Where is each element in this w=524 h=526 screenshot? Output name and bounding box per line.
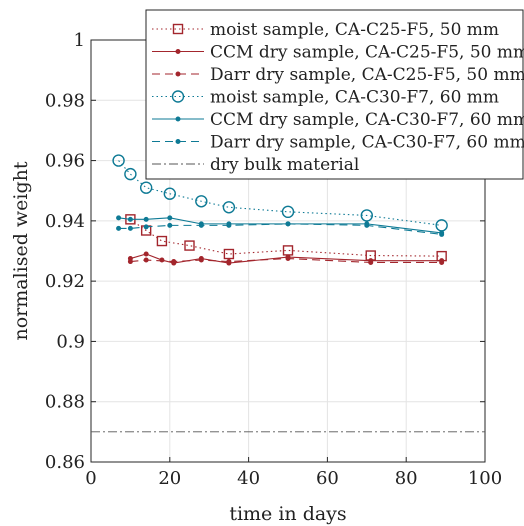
y-tick-label-4: 0.94 [45,211,85,232]
series-5-point-5 [226,222,232,228]
x-axis-label: time in days [229,503,346,525]
series-5 [116,221,445,237]
series-4-point-2 [143,216,149,222]
x-tick-label-4: 80 [395,468,418,489]
series-5-point-4 [198,222,204,228]
series-3-point-6 [281,205,295,219]
series-0-point-3 [184,240,195,251]
series-line-0 [130,218,442,257]
series-3-point-7 [360,209,373,222]
x-tick-label-2: 40 [237,468,260,489]
legend-entry-2: Darr dry sample, CA-C25-F5, 50 mm [152,65,524,85]
series-3-point-4 [195,195,208,208]
y-tick-label-2: 0.9 [56,331,85,352]
series-5-point-1 [127,225,133,231]
series-4-point-0 [116,215,122,221]
x-tick-label-0: 0 [85,468,96,489]
series-3-point-2 [139,181,153,194]
legend-marker-4 [175,116,181,122]
series-5-point-6 [285,221,291,227]
series-0-point-2 [156,235,168,247]
series-4-point-1 [127,216,133,222]
series-2-point-2 [171,259,177,265]
legend-marker-0 [172,23,184,35]
legend-entry-3: moist sample, CA-C30-F7, 60 mm [152,88,499,108]
legend-label-3: moist sample, CA-C30-F7, 60 mm [210,88,499,108]
legend-marker-2 [175,71,181,77]
series-5-point-3 [167,222,173,228]
series-2-point-3 [198,257,204,263]
series-5-point-8 [439,231,445,237]
legend-label-6: dry bulk material [210,155,359,175]
series-line-3 [118,160,442,226]
series-3-point-5 [222,201,236,214]
legend: moist sample, CA-C25-F5, 50 mm CCM dry sa… [145,9,524,180]
legend-entry-0: moist sample, CA-C25-F5, 50 mm [152,20,499,40]
series-2-point-1 [143,257,149,263]
series-3-point-0 [112,154,125,167]
series-2-point-7 [439,259,445,265]
legend-label-5: Darr dry sample, CA-C30-F7, 60 mm [210,133,524,153]
x-tick-label-1: 20 [158,468,181,489]
legend-entry-1: CCM dry sample, CA-C25-F5, 50 mm [152,43,524,63]
series-2-point-5 [285,256,291,262]
series-0-point-4 [223,248,235,260]
legend-marker-3 [171,90,185,103]
series-2-point-0 [127,259,133,265]
y-tick-label-7: 1 [74,30,85,51]
y-tick-label-5: 0.96 [45,151,85,172]
legend-label-1: CCM dry sample, CA-C25-F5, 50 mm [210,43,524,63]
series-1-point-1 [143,251,149,257]
series-line-2 [130,257,442,264]
series-2-point-4 [226,259,232,265]
legend-label-4: CCM dry sample, CA-C30-F7, 60 mm [210,110,524,130]
series-4-point-3 [167,215,173,221]
y-axis-label: normalised weight [10,161,32,340]
series-layer [91,154,485,433]
y-tick-label-0: 0.86 [45,452,85,473]
legend-marker-5 [175,139,181,144]
y-tick-label-1: 0.88 [45,392,85,413]
axes: 0 20 40 60 80 100 0.86 0.88 0.9 0.92 0.94 0.96 0.98 1 [45,30,502,489]
legend-entry-5: Darr dry sample, CA-C30-F7, 60 mm [152,133,524,153]
legend-entry-6: dry bulk material [152,155,359,175]
series-3-point-3 [163,187,177,200]
legend-label-0: moist sample, CA-C25-F5, 50 mm [210,20,499,40]
x-tick-label-3: 60 [316,468,339,489]
series-2-point-6 [368,259,374,265]
legend-entry-4: CCM dry sample, CA-C30-F7, 60 mm [152,110,524,130]
series-3-point-1 [124,167,137,181]
series-5-point-2 [143,224,149,230]
x-tick-label-5: 100 [468,468,502,489]
y-tick-label-6: 0.98 [45,90,85,111]
series-2 [127,256,445,265]
legend-label-2: Darr dry sample, CA-C25-F5, 50 mm [210,65,524,85]
legend-marker-1 [175,49,181,54]
series-5-point-0 [116,225,122,231]
legend-box [145,9,524,180]
y-tick-label-3: 0.92 [45,271,85,292]
series-5-point-7 [364,222,370,228]
